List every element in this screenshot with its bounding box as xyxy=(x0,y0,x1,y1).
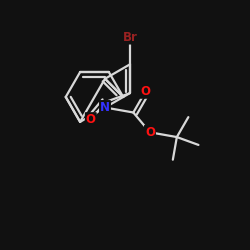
Text: Br: Br xyxy=(122,30,137,44)
Text: O: O xyxy=(145,126,155,139)
Text: O: O xyxy=(86,113,96,126)
Text: O: O xyxy=(140,85,150,98)
Text: N: N xyxy=(100,101,110,114)
